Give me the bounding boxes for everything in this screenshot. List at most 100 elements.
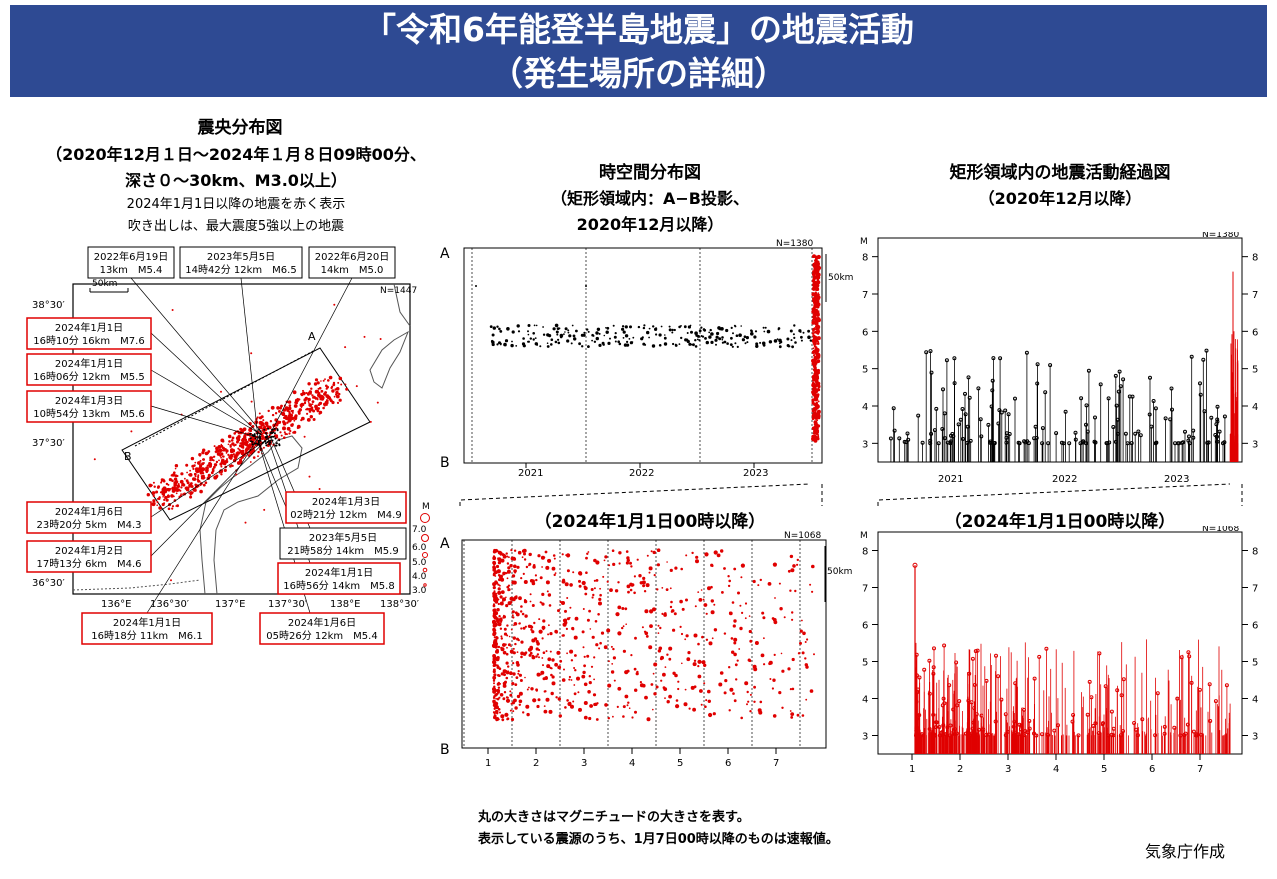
quake-dot-red — [526, 712, 530, 717]
epicenter-dot — [193, 472, 197, 476]
quake-dot-red — [809, 583, 812, 586]
epicenter-dot — [275, 442, 278, 445]
epicenter-dot — [286, 421, 289, 424]
epicenter-dot — [300, 394, 304, 397]
quake-dot-red — [542, 651, 546, 654]
quake-dot-red — [557, 609, 560, 613]
quake-dot — [802, 331, 805, 334]
magnitude-point — [988, 440, 993, 445]
quake-dot-red — [505, 661, 509, 665]
epicenter-dot — [323, 404, 326, 407]
quake-dot-red — [812, 270, 815, 273]
quake-dot-red — [695, 555, 699, 559]
epicenter-dot — [311, 403, 314, 405]
quake-dot-red — [547, 633, 550, 636]
epicenter-dot — [355, 385, 358, 388]
quake-dot-red — [493, 685, 496, 688]
quake-dot-red — [512, 636, 516, 640]
quake-dot-red — [524, 614, 528, 618]
quake-dot — [546, 345, 550, 348]
epicenter-dot — [267, 427, 270, 430]
quake-dot-red — [508, 635, 511, 638]
quake-dot-red — [806, 638, 809, 641]
quake-dot — [786, 337, 790, 341]
quake-dot-red — [585, 556, 588, 560]
magnitude-point — [941, 696, 946, 701]
quake-dot-red — [538, 618, 541, 621]
magnitude-point — [1151, 399, 1156, 403]
quake-dot-red — [538, 656, 540, 659]
quake-dot — [807, 335, 811, 340]
quake-dot — [646, 330, 650, 335]
epicenter-dot — [283, 431, 286, 434]
quake-dot-red — [741, 611, 744, 614]
epicenter-dot — [174, 467, 177, 470]
magnitude-point — [1023, 440, 1028, 445]
quake-dot-red — [550, 667, 553, 670]
callout-date: 2023年5月5日 — [207, 250, 275, 263]
magnitude-point — [1129, 441, 1134, 446]
epicenter-dot — [249, 432, 252, 435]
epicenter-dot — [369, 420, 372, 423]
quake-dot — [491, 333, 495, 337]
quake-dot-red — [499, 711, 501, 714]
quake-dot-red — [616, 705, 619, 708]
magnitude-point — [927, 691, 932, 696]
callout-leader — [150, 435, 273, 518]
quake-dot-red — [529, 593, 532, 596]
magnitude-point — [996, 674, 1001, 679]
y-tick-label: 4 — [862, 402, 868, 413]
epicenter-dot — [188, 492, 190, 494]
callout-date: 2024年1月1日 — [113, 616, 181, 629]
quake-dot — [793, 336, 796, 339]
quake-dot-red — [502, 643, 505, 646]
epicenter-dot — [229, 444, 232, 447]
epicenter-dot — [170, 494, 174, 498]
magnitude-point — [1013, 396, 1017, 401]
quake-dot-red — [496, 570, 500, 574]
quake-dot — [511, 330, 515, 334]
epicenter-dot — [250, 352, 253, 355]
quake-dot-red — [772, 714, 777, 718]
epicenter-dot — [286, 416, 290, 420]
epicenter-dot — [216, 476, 219, 479]
quake-dot-red — [507, 566, 511, 570]
quake-dot — [595, 331, 599, 335]
quake-dot-red — [752, 579, 756, 584]
quake-dot-red — [517, 672, 520, 675]
m-axis-label: M — [860, 237, 868, 247]
magnitude-point — [1147, 412, 1152, 417]
callout-leader — [130, 277, 261, 431]
quake-dot-red — [644, 609, 649, 614]
quake-dot — [715, 343, 717, 346]
quake-dot-red — [529, 579, 534, 583]
quake-dot — [740, 325, 742, 327]
quake-dot-red — [599, 593, 602, 597]
quake-dot — [720, 327, 724, 331]
magnitude-point — [979, 713, 984, 718]
quake-dot — [527, 340, 529, 343]
epicenter-dot — [258, 416, 263, 420]
magnitude-point — [954, 660, 959, 665]
magnitude-point — [905, 431, 910, 436]
magnitude-point — [1040, 426, 1045, 431]
quake-dot-red — [548, 604, 552, 607]
magnitude-point — [1224, 683, 1229, 688]
epicenter-dot — [201, 451, 205, 455]
magnitude-point — [1022, 707, 1026, 712]
x-tick-label: 2023 — [1164, 474, 1189, 485]
quake-dot-red — [713, 603, 716, 606]
epicenter-dot — [292, 390, 297, 395]
quake-dot-red — [553, 557, 556, 560]
quake-dot-red — [697, 642, 700, 646]
quake-dot-red — [816, 311, 819, 314]
epicenter-dot — [263, 436, 266, 439]
epicenter-dot — [196, 478, 200, 481]
quake-dot-red — [817, 292, 820, 294]
epicenter-dot — [184, 486, 188, 490]
quake-dot-red — [506, 646, 508, 649]
quake-dot-red — [523, 558, 527, 561]
quake-dot-red — [645, 635, 649, 638]
quake-dot-red — [494, 701, 499, 706]
quake-dot-red — [813, 430, 815, 433]
